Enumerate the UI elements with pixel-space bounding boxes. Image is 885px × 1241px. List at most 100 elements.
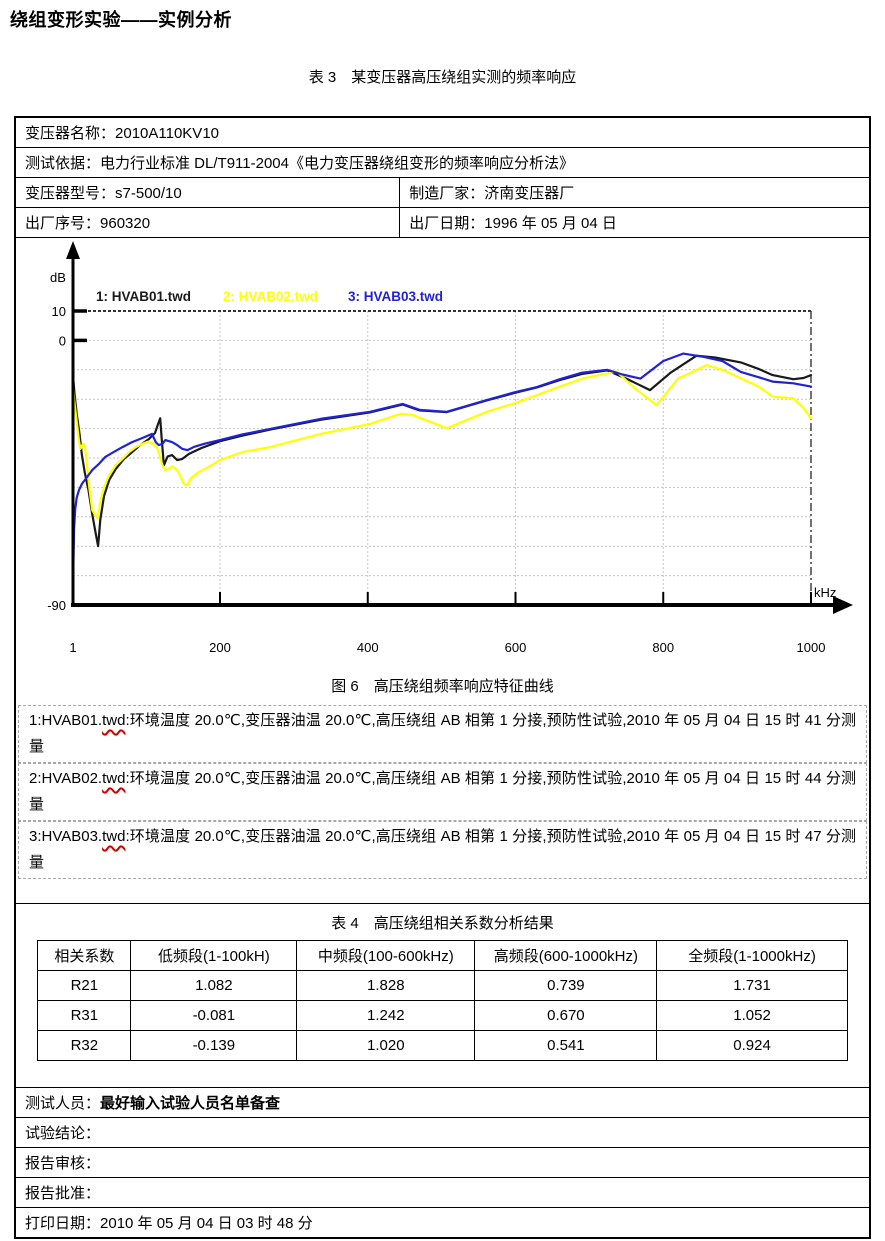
- table4-caption: 表 4 高压绕组相关系数分析结果: [331, 915, 554, 932]
- transformer-name-cell: 变压器名称：2010A110KV10: [14, 116, 871, 148]
- r31-full: 1.052: [656, 1000, 848, 1031]
- x-axis-unit-label: kHz: [814, 585, 836, 600]
- correlation-header-row: 相关系数 低频段(1-100kH) 中频段(100-600kHz) 高频段(60…: [37, 940, 848, 971]
- table-row: R32 -0.139 1.020 0.541 0.924: [37, 1030, 848, 1061]
- r21-full: 1.731: [656, 970, 848, 1001]
- r21-low: 1.082: [130, 970, 298, 1001]
- conclusion-label: 试验结论：: [25, 1125, 101, 1142]
- r32-high: 0.541: [474, 1030, 658, 1061]
- note1-file-prefix: 1:HVAB01.: [29, 712, 103, 729]
- note2-detail: :环境温度 20.0℃,变压器油温 20.0℃,高压绕组 AB 相第 1 分接,…: [29, 770, 856, 813]
- y-tick-label: -90: [47, 598, 66, 613]
- test-basis-cell: 测试依据：电力行业标准 DL/T911-2004《电力变压器绕组变形的频率响应分…: [14, 147, 871, 178]
- y-tick-label: 0: [59, 333, 66, 348]
- print-date-cell: 打印日期：2010 年 05 月 04 日 03 时 48 分: [14, 1207, 871, 1239]
- y-axis-unit-label: dB: [50, 270, 66, 285]
- r31-low: -0.081: [130, 1000, 298, 1031]
- tester-label: 测试人员：: [25, 1095, 101, 1112]
- tester-value: 最好输入试验人员名单备查: [100, 1095, 281, 1112]
- note1-file-ext: twd: [102, 712, 126, 729]
- legend-label-2: 2: HVAB02.twd: [223, 289, 318, 304]
- transformer-model-cell: 变压器型号：s7-500/10: [14, 177, 401, 208]
- note2-file-ext: twd: [102, 770, 126, 787]
- note1-detail: :环境温度 20.0℃,变压器油温 20.0℃,高压绕组 AB 相第 1 分接,…: [29, 712, 856, 755]
- note3-file-ext: twd: [102, 828, 126, 845]
- report-table: 变压器名称：2010A110KV10 测试依据：电力行业标准 DL/T911-2…: [14, 116, 871, 1239]
- r21-mid: 1.828: [296, 970, 476, 1001]
- spacer: [16, 879, 869, 903]
- x-tick-label: 800: [652, 640, 674, 655]
- curve-HVAB02: [71, 363, 813, 520]
- r31-mid: 1.242: [296, 1000, 476, 1031]
- table-row: R21 1.082 1.828 0.739 1.731: [37, 970, 848, 1001]
- approver-label: 报告批准：: [25, 1185, 101, 1202]
- x-tick-label: 400: [357, 640, 379, 655]
- measurement-note-1: 1:HVAB01.twd:环境温度 20.0℃,变压器油温 20.0℃,高压绕组…: [18, 705, 867, 763]
- y-tick-label: 10: [52, 304, 66, 319]
- legend-label-3: 3: HVAB03.twd: [348, 289, 443, 304]
- table3-caption: 表 3 某变压器高压绕组实测的频率响应: [308, 69, 577, 86]
- test-basis-label: 测试依据：: [25, 155, 101, 172]
- manufacturer-value: 济南变压器厂: [484, 185, 575, 202]
- x-axis-arrow: [833, 596, 853, 614]
- manufacturer-cell: 制造厂家：济南变压器厂: [399, 177, 871, 208]
- legend-label-1: 1: HVAB01.twd: [96, 289, 191, 304]
- r31-name: R31: [37, 1000, 132, 1031]
- correlation-header-full-band: 全频段(1-1000kHz): [656, 940, 848, 971]
- note2-file-prefix: 2:HVAB02.: [29, 770, 103, 787]
- serial-number-value: 960320: [100, 215, 151, 232]
- r21-name: R21: [37, 970, 132, 1001]
- x-tick-label: 600: [505, 640, 527, 655]
- page-title: 绕组变形实验——实例分析: [10, 10, 232, 30]
- x-tick-label: 1: [69, 640, 76, 655]
- factory-date-value: 1996 年 05 月 04 日: [484, 215, 617, 232]
- curve-HVAB01: [71, 354, 813, 548]
- r32-name: R32: [37, 1030, 132, 1061]
- measurement-note-2: 2:HVAB02.twd:环境温度 20.0℃,变压器油温 20.0℃,高压绕组…: [18, 763, 867, 821]
- transformer-model-value: s7-500/10: [115, 185, 182, 202]
- approver-row: 报告批准：: [14, 1177, 871, 1208]
- note3-file-prefix: 3:HVAB03.: [29, 828, 103, 845]
- r32-full: 0.924: [656, 1030, 848, 1061]
- r21-high: 0.739: [474, 970, 658, 1001]
- transformer-name-value: 2010A110KV10: [115, 125, 219, 142]
- chart-cell: dB 10 0 -90 1 200 400 600 800 1000 kHz 1: HVAB01.tw…: [14, 237, 871, 904]
- print-date-value: 2010 年 05 月 04 日 03 时 48 分: [100, 1215, 313, 1232]
- figure6-caption: 图 6 高压绕组频率响应特征曲线: [331, 678, 554, 695]
- note3-detail: :环境温度 20.0℃,变压器油温 20.0℃,高压绕组 AB 相第 1 分接,…: [29, 828, 856, 871]
- chart-row: dB 10 0 -90 1 200 400 600 800 1000 kHz 1: HVAB01.tw…: [14, 237, 871, 904]
- correlation-row: 表 4 高压绕组相关系数分析结果 相关系数 低频段(1-100kH) 中频段(1…: [14, 903, 871, 1088]
- transformer-name-label: 变压器名称：: [25, 125, 116, 142]
- x-tick-label: 1000: [797, 640, 826, 655]
- correlation-header-coefficient: 相关系数: [37, 940, 132, 971]
- conclusion-cell: 试验结论：: [14, 1117, 871, 1148]
- transformer-name-row: 变压器名称：2010A110KV10: [14, 116, 871, 148]
- correlation-header-mid-band: 中频段(100-600kHz): [296, 940, 476, 971]
- tester-row: 测试人员：最好输入试验人员名单备查: [14, 1087, 871, 1118]
- serial-number-label: 出厂序号：: [25, 215, 101, 232]
- curve-HVAB03: [71, 352, 813, 607]
- frequency-response-chart: dB 10 0 -90 1 200 400 600 800 1000 kHz 1: HVAB01.tw…: [47, 241, 853, 655]
- factory-date-label: 出厂日期：: [409, 215, 485, 232]
- x-tick-label: 200: [209, 640, 231, 655]
- correlation-section-cell: 表 4 高压绕组相关系数分析结果 相关系数 低频段(1-100kH) 中频段(1…: [14, 903, 871, 1088]
- table-row: R31 -0.081 1.242 0.670 1.052: [37, 1000, 848, 1031]
- correlation-header-high-band: 高频段(600-1000kHz): [474, 940, 658, 971]
- model-maker-row: 变压器型号：s7-500/10 制造厂家：济南变压器厂: [14, 177, 871, 208]
- print-date-row: 打印日期：2010 年 05 月 04 日 03 时 48 分: [14, 1207, 871, 1239]
- reviewer-cell: 报告审核：: [14, 1147, 871, 1178]
- print-date-label: 打印日期：: [25, 1215, 101, 1232]
- conclusion-row: 试验结论：: [14, 1117, 871, 1148]
- r31-high: 0.670: [474, 1000, 658, 1031]
- test-basis-value: 电力行业标准 DL/T911-2004《电力变压器绕组变形的频率响应分析法》: [100, 155, 574, 172]
- test-basis-row: 测试依据：电力行业标准 DL/T911-2004《电力变压器绕组变形的频率响应分…: [14, 147, 871, 178]
- serial-number-cell: 出厂序号：960320: [14, 207, 401, 238]
- correlation-header-low-band: 低频段(1-100kH): [130, 940, 298, 971]
- correlation-table: 相关系数 低频段(1-100kH) 中频段(100-600kHz) 高频段(60…: [37, 940, 848, 1061]
- transformer-model-label: 变压器型号：: [25, 185, 116, 202]
- manufacturer-label: 制造厂家：: [409, 185, 485, 202]
- serial-date-row: 出厂序号：960320 出厂日期：1996 年 05 月 04 日: [14, 207, 871, 238]
- y-axis-arrow: [66, 241, 80, 259]
- approver-cell: 报告批准：: [14, 1177, 871, 1208]
- reviewer-row: 报告审核：: [14, 1147, 871, 1178]
